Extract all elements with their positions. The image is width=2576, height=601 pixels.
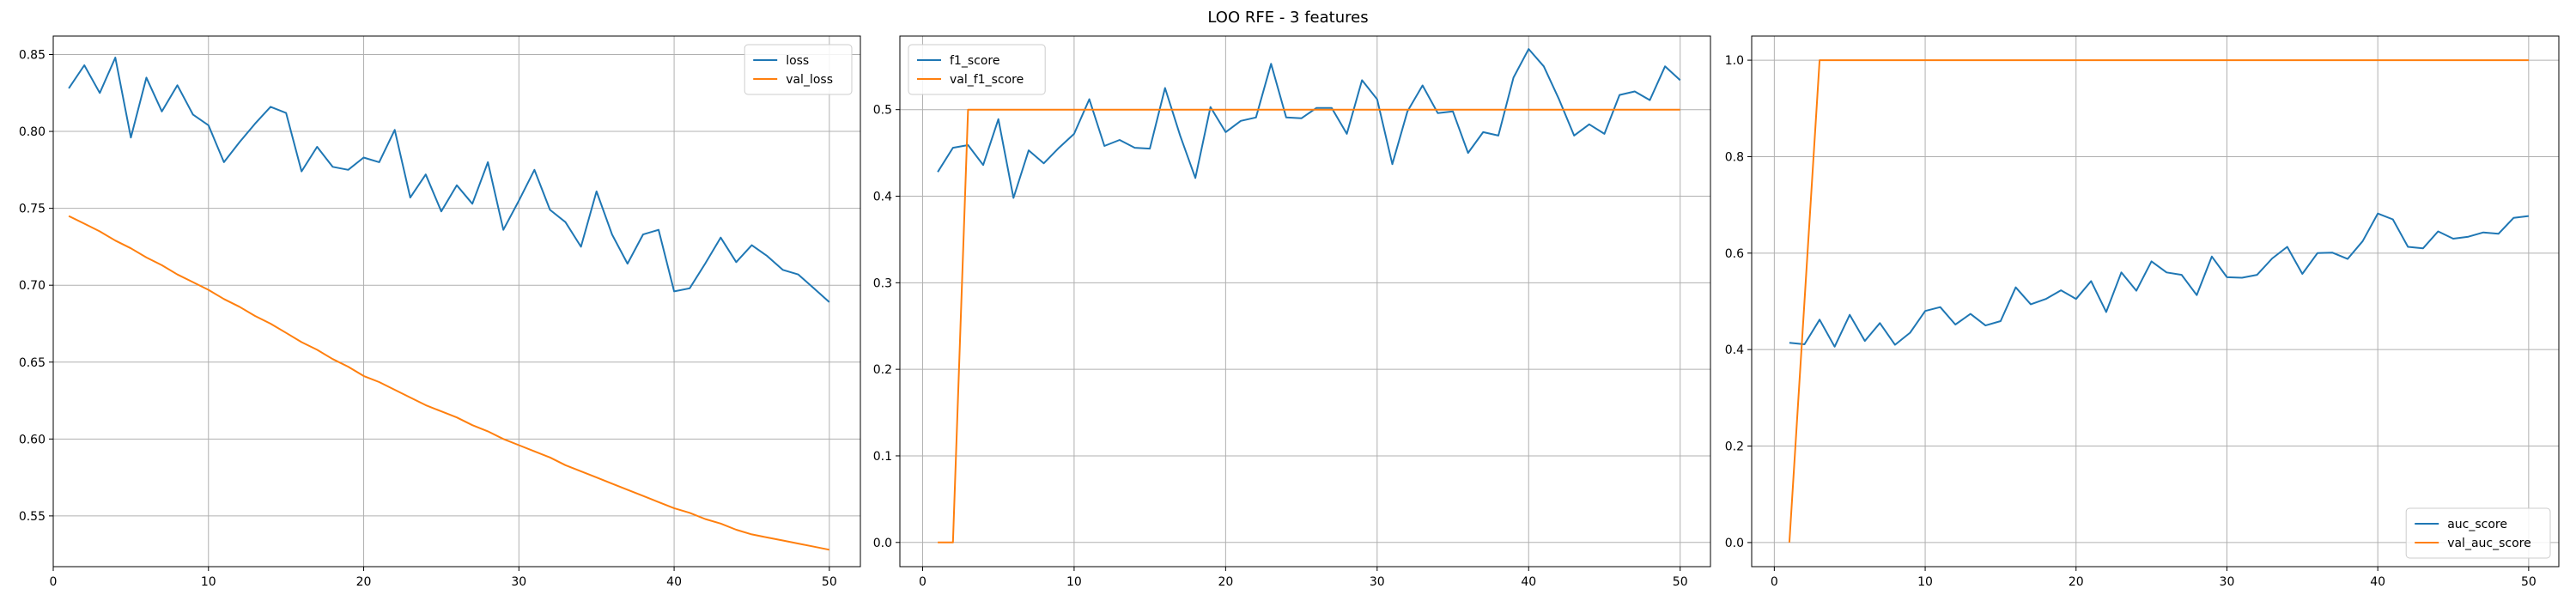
x-tick-label: 50 <box>822 575 837 589</box>
legend-label: val_auc_score <box>2447 537 2531 550</box>
legend-label: val_loss <box>786 73 833 87</box>
legend: loss val_loss <box>744 44 853 95</box>
plot-area <box>53 36 860 567</box>
series-line-val-f1-score <box>938 108 1680 543</box>
y-tick-label: 0.75 <box>19 203 46 216</box>
x-tick-label: 40 <box>1521 575 1536 589</box>
x-tick-label: 20 <box>1218 575 1233 589</box>
legend-label: auc_score <box>2447 518 2507 531</box>
x-tick-label: 40 <box>2370 575 2385 589</box>
y-tick-label: 0.2 <box>873 363 892 377</box>
x-tick-label: 40 <box>666 575 682 589</box>
x-tick-label: 30 <box>2220 575 2235 589</box>
series-line-loss <box>68 57 830 303</box>
y-tick-label: 0.0 <box>1725 537 1744 550</box>
x-tick-label: 30 <box>511 575 526 589</box>
series-line-auc-score <box>1789 212 2530 348</box>
axes-frame <box>1751 35 2560 568</box>
x-tick-label: 20 <box>2069 575 2084 589</box>
f1-score-chart: 0 10 20 30 40 50 0.0 0.1 0.2 0.3 0.4 0.5 f1_scoreval… <box>873 35 1711 589</box>
axes-frame <box>52 35 861 568</box>
legend-box <box>2405 507 2551 559</box>
y-tick-label: 0.8 <box>1725 150 1744 164</box>
legend: f1_score val_f1_score <box>908 44 1046 95</box>
axes-frame <box>899 35 1711 568</box>
legend-box <box>908 44 1046 95</box>
y-tick-label: 0.55 <box>19 510 46 524</box>
legend-box <box>744 44 853 95</box>
legend-label: val_f1_score <box>950 73 1024 87</box>
plot-area <box>900 36 1710 567</box>
y-tick-label: 0.5 <box>873 104 892 118</box>
y-tick-label: 0.0 <box>873 537 892 550</box>
y-tick-label: 0.4 <box>873 191 892 204</box>
legend: auc_score val_auc_score <box>2405 507 2551 559</box>
x-tick-label: 10 <box>201 575 216 589</box>
y-tick-label: 0.2 <box>1725 440 1744 454</box>
y-tick-label: 0.80 <box>19 125 46 139</box>
loss-chart: 0 10 20 30 40 50 0.55 0.60 0.65 0.70 0.75 0.80 0.85 l… <box>19 35 861 589</box>
y-tick-label: 0.65 <box>19 356 46 370</box>
y-tick-label: 1.0 <box>1725 54 1744 68</box>
series-line-f1-score <box>937 48 1681 199</box>
y-tick-label: 0.1 <box>873 450 892 464</box>
x-tick-label: 50 <box>2521 575 2537 589</box>
legend-label: f1_score <box>950 54 999 68</box>
x-tick-label: 20 <box>356 575 372 589</box>
x-tick-label: 0 <box>50 575 58 589</box>
x-tick-label: 50 <box>1673 575 1688 589</box>
x-tick-label: 30 <box>1370 575 1385 589</box>
x-tick-label: 10 <box>1917 575 1933 589</box>
y-tick-label: 0.60 <box>19 433 46 446</box>
y-tick-label: 0.6 <box>1725 247 1744 261</box>
y-tick-label: 0.4 <box>1725 343 1744 357</box>
series-line-val-loss <box>68 215 829 551</box>
plot-area <box>1752 36 2559 567</box>
x-tick-label: 0 <box>919 575 927 589</box>
figure-title: LOO RFE - 3 features <box>1207 9 1369 27</box>
x-tick-label: 0 <box>1771 575 1778 589</box>
y-tick-label: 0.3 <box>873 276 892 290</box>
y-tick-label: 0.70 <box>19 279 46 293</box>
series-line-val-auc-score <box>1788 59 2529 543</box>
legend-label: loss <box>786 54 809 68</box>
y-tick-label: 0.85 <box>19 48 46 62</box>
x-tick-label: 10 <box>1066 575 1082 589</box>
